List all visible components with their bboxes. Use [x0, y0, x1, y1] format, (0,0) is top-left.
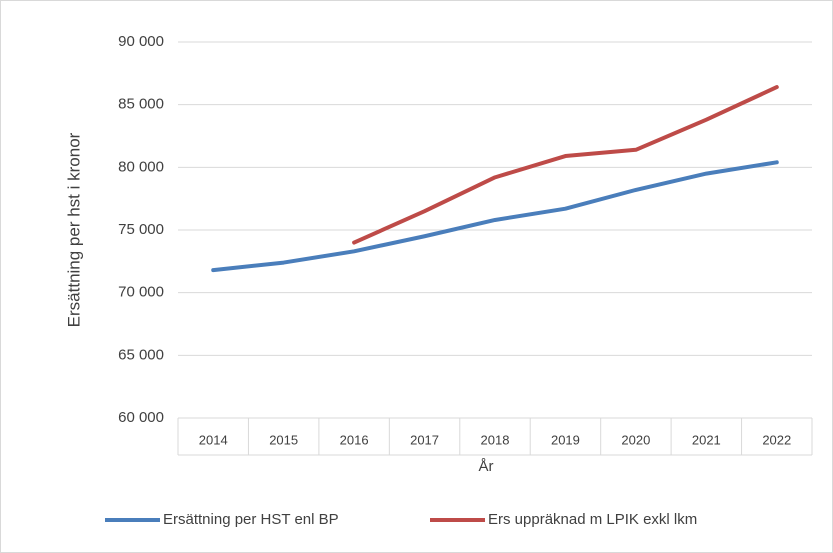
series-line	[211, 160, 779, 273]
y-tick-label: 90 000	[118, 33, 164, 50]
series-line	[352, 85, 779, 245]
y-tick-label: 65 000	[118, 346, 164, 363]
x-tick-label: 2017	[410, 432, 439, 447]
x-axis-label: År	[479, 458, 494, 475]
y-tick-label: 60 000	[118, 409, 164, 426]
x-tick-label: 2016	[340, 432, 369, 447]
x-tick-label: 2020	[621, 432, 650, 447]
x-tick-label: 2019	[551, 432, 580, 447]
legend-label: Ers uppräknad m LPIK exkl lkm	[488, 511, 697, 528]
x-tick-label: 2015	[269, 432, 298, 447]
y-axis-label: Ersättning per hst i kronor	[64, 132, 83, 327]
y-tick-label: 85 000	[118, 96, 164, 113]
y-tick-label: 80 000	[118, 158, 164, 175]
x-tick-label: 2022	[762, 432, 791, 447]
legend-label: Ersättning per HST enl BP	[163, 511, 339, 528]
x-tick-label: 2014	[199, 432, 228, 447]
x-tick-label: 2021	[692, 432, 721, 447]
y-tick-label: 75 000	[118, 221, 164, 238]
y-tick-label: 70 000	[118, 284, 164, 301]
x-tick-label: 2018	[481, 432, 510, 447]
